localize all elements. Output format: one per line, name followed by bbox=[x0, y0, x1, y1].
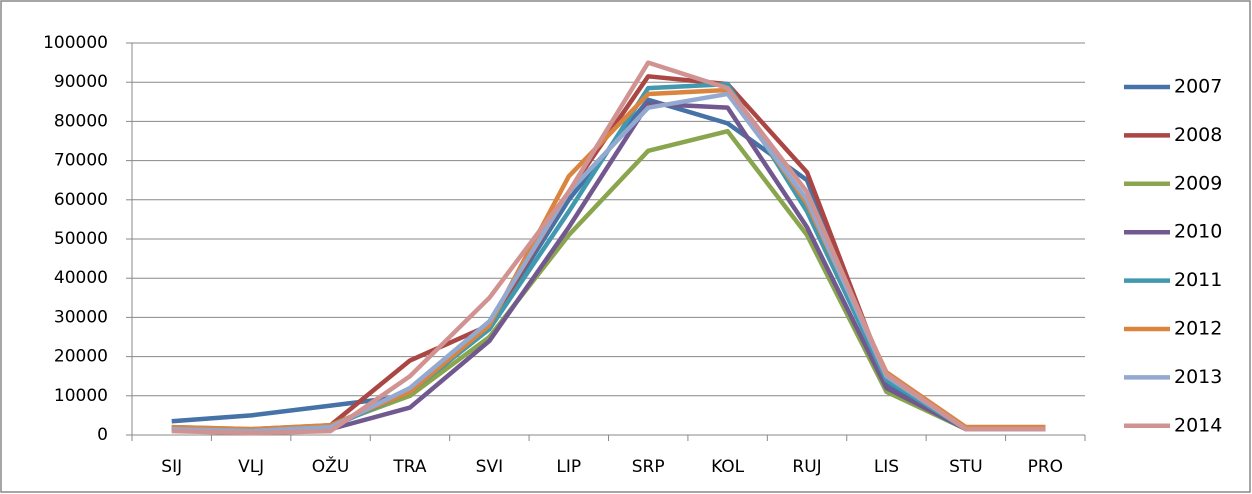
x-tick-label: KOL bbox=[711, 457, 745, 477]
legend-label: 2011 bbox=[1174, 269, 1222, 291]
y-tick-label: 100000 bbox=[43, 33, 108, 53]
x-tick-label: RUJ bbox=[792, 457, 821, 477]
x-tick-label: SVI bbox=[476, 457, 503, 477]
y-tick-label: 0 bbox=[97, 425, 108, 445]
y-tick-label: 90000 bbox=[54, 72, 108, 92]
x-tick-label: LIP bbox=[556, 457, 581, 477]
x-tick-label: SIJ bbox=[161, 457, 182, 477]
legend-label: 2012 bbox=[1174, 318, 1222, 340]
legend-label: 2013 bbox=[1174, 366, 1222, 388]
x-tick-label: VLJ bbox=[238, 457, 264, 477]
x-tick-label: STU bbox=[949, 457, 983, 477]
y-tick-label: 50000 bbox=[54, 229, 108, 249]
y-tick-label: 20000 bbox=[54, 347, 108, 367]
y-tick-label: 40000 bbox=[54, 268, 108, 288]
legend-label: 2010 bbox=[1174, 221, 1222, 243]
y-tick-label: 80000 bbox=[54, 111, 108, 131]
x-tick-label: OŽU bbox=[312, 455, 349, 477]
x-tick-label: SRP bbox=[632, 457, 665, 477]
legend-label: 2008 bbox=[1174, 124, 1222, 146]
series-line bbox=[171, 60, 1046, 436]
y-tick-label: 30000 bbox=[54, 307, 108, 327]
y-tick-label: 70000 bbox=[54, 151, 108, 171]
x-tick-label: PRO bbox=[1028, 457, 1063, 477]
y-tick-label: 60000 bbox=[54, 190, 108, 210]
legend-label: 2007 bbox=[1174, 76, 1222, 98]
legend-label: 2014 bbox=[1174, 414, 1222, 436]
legend-label: 2009 bbox=[1174, 172, 1222, 194]
x-tick-label: LIS bbox=[874, 457, 899, 477]
y-tick-label: 10000 bbox=[54, 386, 108, 406]
x-tick-label: TRA bbox=[392, 457, 427, 477]
